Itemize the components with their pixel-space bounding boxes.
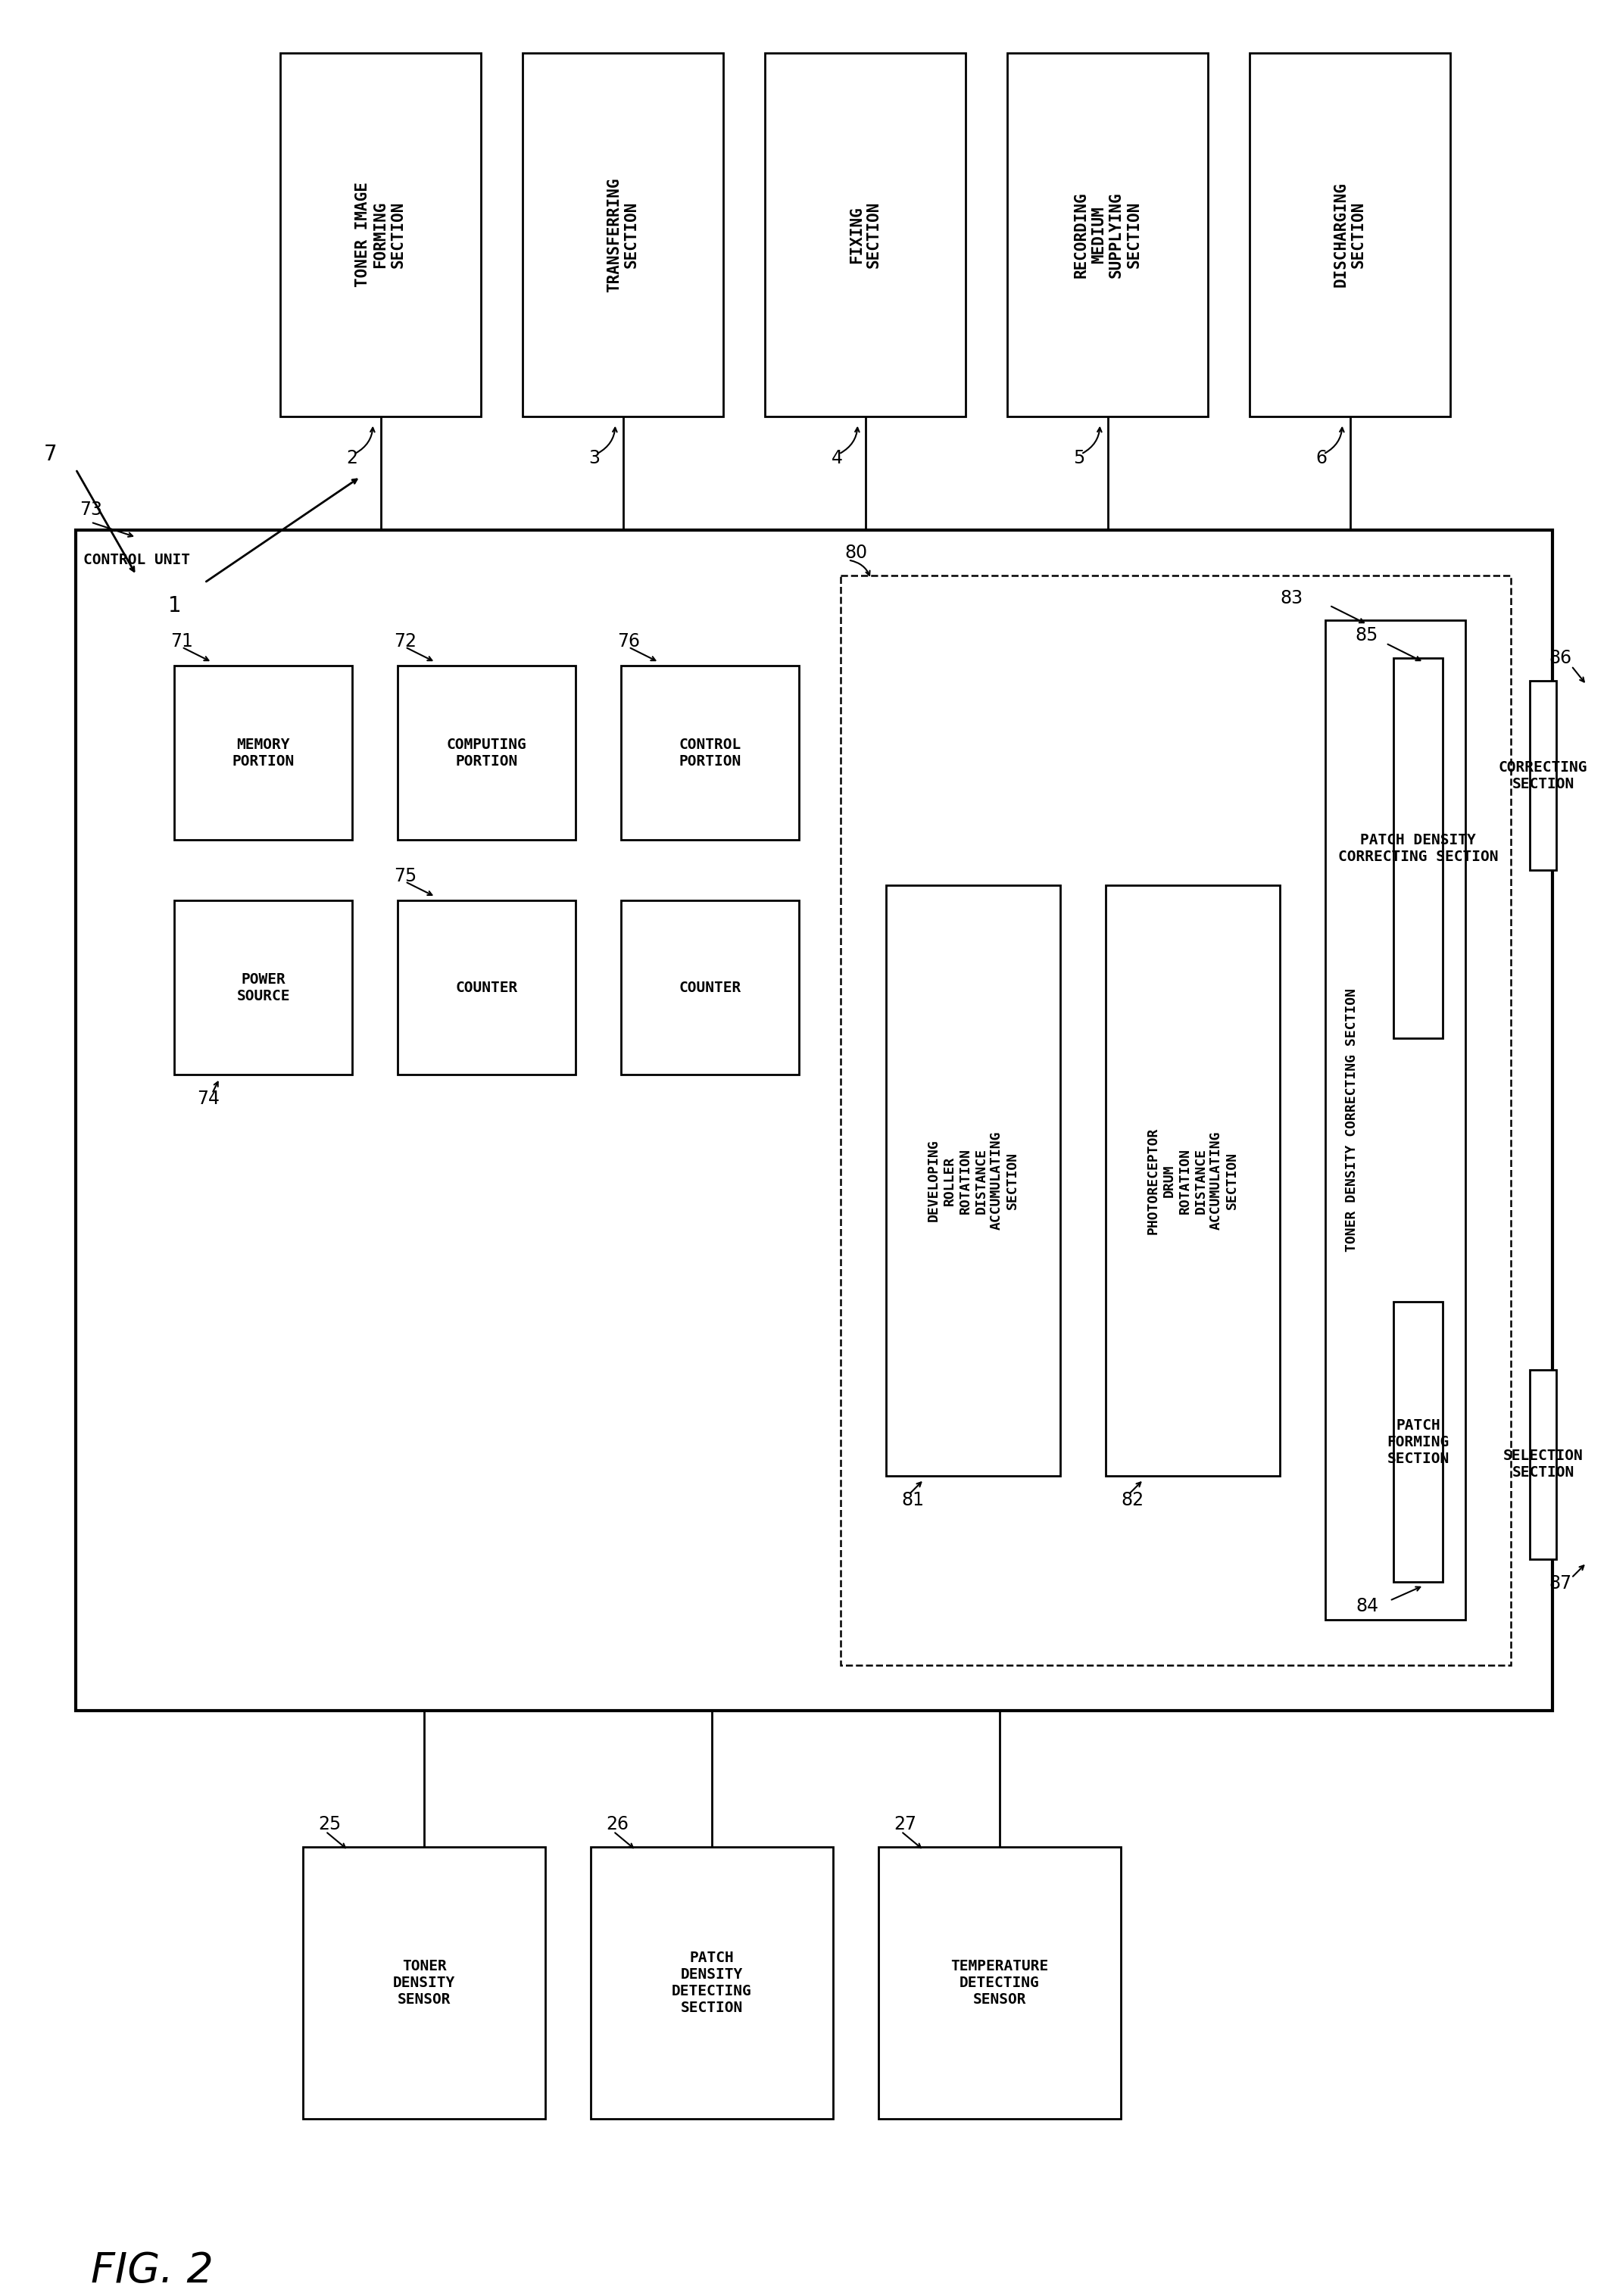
Text: MEMORY
PORTION: MEMORY PORTION [231,737,294,769]
Text: COUNTER: COUNTER [678,980,741,994]
Text: 87: 87 [1549,1575,1572,1593]
Text: 1: 1 [169,595,182,615]
Bar [1530,682,1556,870]
Text: CONTROL
PORTION: CONTROL PORTION [678,737,741,769]
Text: FIG. 2: FIG. 2 [92,2250,214,2291]
Text: 73: 73 [79,501,103,519]
Text: 26: 26 [606,1814,628,1832]
Text: 75: 75 [394,868,416,886]
Text: 83: 83 [1279,588,1303,606]
Text: TRANSFERRING
SECTION: TRANSFERRING SECTION [606,177,640,292]
Text: 2: 2 [347,448,358,466]
Text: 80: 80 [844,544,868,563]
Text: 71: 71 [170,634,193,650]
Bar [591,1846,832,2119]
Bar [1106,886,1279,1476]
Text: 86: 86 [1549,650,1572,668]
Bar [840,576,1511,1665]
Text: 27: 27 [893,1814,916,1832]
Text: 3: 3 [588,448,599,466]
Text: TONER IMAGE
FORMING
SECTION: TONER IMAGE FORMING SECTION [355,181,405,287]
Text: DEVELOPING
ROLLER
ROTATION
DISTANCE
ACCUMULATING
SECTION: DEVELOPING ROLLER ROTATION DISTANCE ACCU… [927,1132,1019,1231]
Text: PATCH
FORMING
SECTION: PATCH FORMING SECTION [1387,1419,1450,1465]
Text: 7: 7 [43,443,56,464]
Text: 76: 76 [617,634,640,650]
Text: 74: 74 [198,1091,220,1109]
Text: CORRECTING
SECTION: CORRECTING SECTION [1498,760,1588,792]
Text: CONTROL UNIT: CONTROL UNIT [84,553,190,567]
Bar [397,900,575,1075]
Bar [1008,53,1208,416]
Text: COMPUTING
PORTION: COMPUTING PORTION [447,737,527,769]
Bar [1393,1302,1443,1582]
Text: PHOTORECEPTOR
DRUM
ROTATION
DISTANCE
ACCUMULATING
SECTION: PHOTORECEPTOR DRUM ROTATION DISTANCE ACC… [1146,1127,1239,1235]
Text: COUNTER: COUNTER [455,980,517,994]
Bar [1393,659,1443,1038]
Text: PATCH DENSITY
CORRECTING SECTION: PATCH DENSITY CORRECTING SECTION [1339,833,1498,863]
Text: PATCH
DENSITY
DETECTING
SECTION: PATCH DENSITY DETECTING SECTION [672,1952,752,2016]
Bar [304,1846,545,2119]
Bar [280,53,480,416]
Text: 6: 6 [1316,448,1327,466]
Bar [765,53,966,416]
Text: DISCHARGING
SECTION: DISCHARGING SECTION [1334,181,1366,287]
Text: TONER DENSITY CORRECTING SECTION: TONER DENSITY CORRECTING SECTION [1345,987,1358,1251]
Bar [620,666,799,840]
Bar [879,1846,1120,2119]
Bar [76,530,1552,1711]
Bar [174,900,352,1075]
Bar [885,886,1061,1476]
Text: SELECTION
SECTION: SELECTION SECTION [1503,1449,1583,1481]
Bar [1530,1371,1556,1559]
Text: RECORDING
MEDIUM
SUPPLYING
SECTION: RECORDING MEDIUM SUPPLYING SECTION [1073,191,1141,278]
Bar [1326,620,1466,1619]
Bar [174,666,352,840]
Text: 82: 82 [1120,1490,1144,1508]
Text: TONER
DENSITY
SENSOR: TONER DENSITY SENSOR [394,1958,455,2007]
Bar [620,900,799,1075]
Text: TEMPERATURE
DETECTING
SENSOR: TEMPERATURE DETECTING SENSOR [951,1958,1049,2007]
Text: 81: 81 [902,1490,924,1508]
Text: 25: 25 [318,1814,341,1832]
Text: POWER
SOURCE: POWER SOURCE [236,971,289,1003]
Text: 85: 85 [1355,627,1379,645]
Text: 5: 5 [1073,448,1085,466]
Text: 72: 72 [394,634,416,650]
Bar [397,666,575,840]
Bar [522,53,723,416]
Bar [1250,53,1450,416]
Text: FIXING
SECTION: FIXING SECTION [848,202,882,269]
Text: 84: 84 [1355,1596,1379,1614]
Text: 4: 4 [831,448,842,466]
